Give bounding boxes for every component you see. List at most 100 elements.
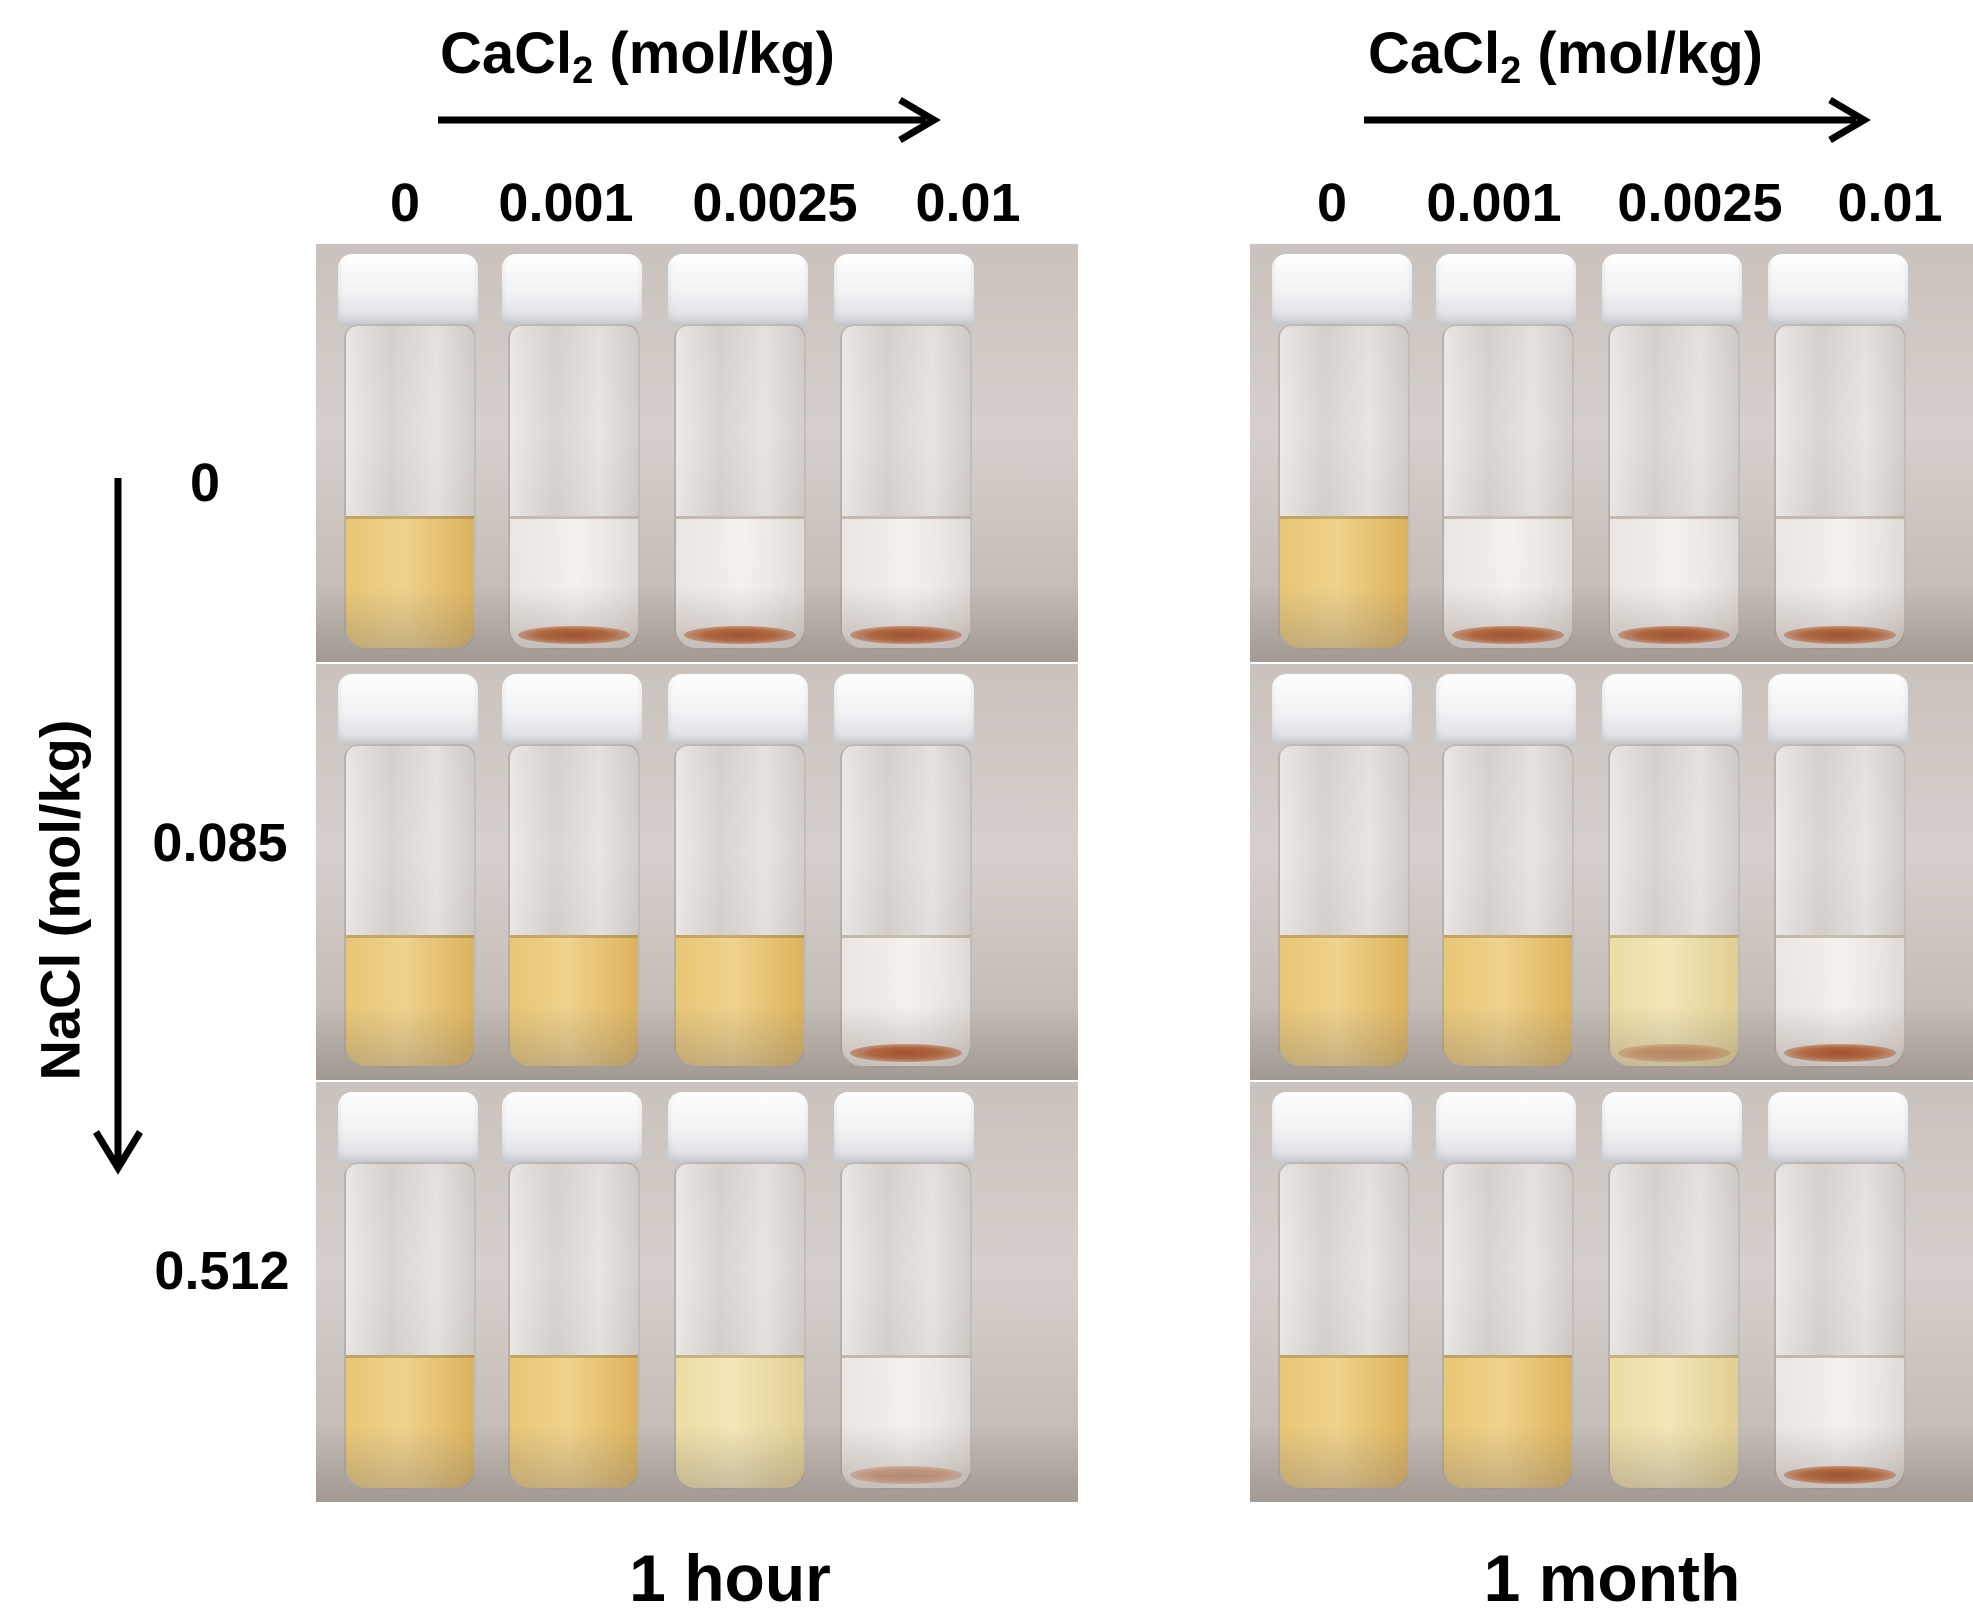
vial-cap [1768, 1092, 1908, 1164]
photo-row-0 [316, 244, 1078, 662]
vial [1602, 674, 1742, 1068]
vial-glass [674, 1162, 806, 1490]
vial [502, 1092, 642, 1490]
vial-glass [840, 324, 972, 650]
vial-glass [508, 744, 640, 1068]
vial-liquid [346, 516, 474, 648]
vial-glass [840, 1162, 972, 1490]
vial-liquid [1610, 516, 1738, 648]
cacl2-axis-title-left: CaCl2 (mol/kg) [440, 21, 835, 92]
cacl2-tick-right-3: 0.01 [1837, 173, 1943, 233]
vial-glass [1774, 1162, 1906, 1490]
photo-row-0 [1250, 244, 1973, 662]
cacl2-tick-left-0: 0 [389, 173, 421, 233]
vial-liquid [1280, 1355, 1408, 1488]
vial-sediment [684, 626, 796, 644]
vial [1768, 254, 1908, 650]
vial [1436, 674, 1576, 1068]
vial-cap [1436, 1092, 1576, 1164]
vial-sediment [850, 626, 962, 644]
vial [338, 254, 478, 650]
vial-cap [1436, 254, 1576, 326]
vial-liquid [346, 1355, 474, 1488]
vial-liquid [1444, 935, 1572, 1066]
photo-row-1 [1250, 664, 1973, 1080]
vial-cap [1602, 1092, 1742, 1164]
vial-sediment [1618, 626, 1730, 644]
vial-liquid [1776, 516, 1904, 648]
cacl2-tick-left-1: 0.001 [498, 173, 634, 233]
cacl2-tick-right-2: 0.0025 [1617, 173, 1783, 233]
vial-sediment [850, 1044, 962, 1062]
vial [668, 254, 808, 650]
vial-sediment [1784, 1044, 1896, 1062]
vial [1272, 674, 1412, 1068]
vial-glass [1608, 744, 1740, 1068]
nacl-axis-title: NaCl (mol/kg) [28, 719, 92, 1081]
vial-glass [1278, 324, 1410, 650]
vial-sediment [1618, 1044, 1730, 1062]
cacl2-tick-right-0: 0 [1316, 173, 1348, 233]
nacl-arrow [93, 478, 143, 1175]
vial-liquid [1444, 1355, 1572, 1488]
vial [502, 674, 642, 1068]
vial-liquid [676, 1355, 804, 1488]
vial [834, 1092, 974, 1490]
cacl2-arrow-right [1364, 96, 1871, 144]
vial-cap [1272, 254, 1412, 326]
nacl-tick-2: 0.512 [154, 1241, 290, 1301]
vial-glass [1608, 324, 1740, 650]
vial [1602, 254, 1742, 650]
vial-liquid [1610, 1355, 1738, 1488]
vial-sediment [850, 1466, 962, 1484]
vial [502, 254, 642, 650]
vial [1768, 1092, 1908, 1490]
vial-cap [668, 1092, 808, 1164]
vial-liquid [346, 935, 474, 1066]
cacl2-tick-left-3: 0.01 [915, 173, 1021, 233]
vial-glass [1608, 1162, 1740, 1490]
vial-glass [674, 324, 806, 650]
vial-glass [508, 1162, 640, 1490]
vial-glass [508, 324, 640, 650]
vial-liquid [1280, 516, 1408, 648]
vial-cap [1602, 254, 1742, 326]
vial-liquid [1776, 1355, 1904, 1488]
vial-cap [1602, 674, 1742, 746]
vial-cap [668, 674, 808, 746]
vial-liquid [676, 516, 804, 648]
vial-liquid [676, 935, 804, 1066]
vial-liquid [510, 1355, 638, 1488]
vial-liquid [1444, 516, 1572, 648]
vial-liquid [842, 516, 970, 648]
vial-cap [502, 1092, 642, 1164]
photo-row-2 [316, 1082, 1078, 1502]
vial-glass [1278, 1162, 1410, 1490]
vial [1602, 1092, 1742, 1490]
vial-glass [344, 324, 476, 650]
vial [834, 674, 974, 1068]
vial [1768, 674, 1908, 1068]
vial-cap [1272, 674, 1412, 746]
vial [338, 1092, 478, 1490]
vial-glass [344, 744, 476, 1068]
panel-label-1-hour: 1 hour [629, 1541, 831, 1615]
nacl-tick-1: 0.085 [152, 813, 288, 873]
vial-glass [1774, 324, 1906, 650]
vial-liquid [510, 935, 638, 1066]
vial-glass [1442, 744, 1574, 1068]
cacl2-tick-left-2: 0.0025 [692, 173, 858, 233]
vial-cap [502, 254, 642, 326]
vial [834, 254, 974, 650]
vial-liquid [510, 516, 638, 648]
vial [668, 674, 808, 1068]
vial-glass [1774, 744, 1906, 1068]
vial-liquid [842, 1355, 970, 1488]
vial-cap [338, 1092, 478, 1164]
cacl2-arrow-left [438, 96, 941, 144]
vial [1272, 1092, 1412, 1490]
vial-liquid [1776, 935, 1904, 1066]
vial-sediment [1452, 626, 1564, 644]
vial-sediment [518, 626, 630, 644]
vial-cap [1768, 674, 1908, 746]
